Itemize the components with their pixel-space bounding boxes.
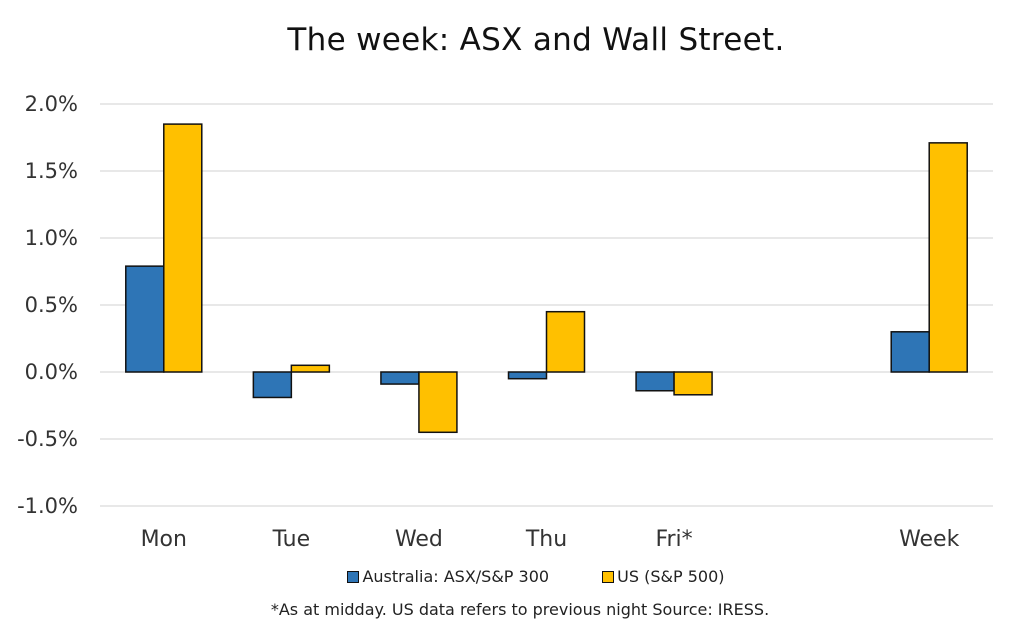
x-tick-label: Wed bbox=[395, 527, 443, 552]
chart-legend: Australia: ASX/S&P 300 US (S&P 500) bbox=[0, 567, 1024, 587]
legend-swatch-us bbox=[602, 570, 615, 583]
y-tick-label: 1.5% bbox=[25, 159, 78, 183]
bar-australia bbox=[507, 371, 548, 380]
bar-australia bbox=[252, 371, 293, 399]
bar-us bbox=[928, 142, 968, 373]
bar-australia bbox=[635, 371, 675, 392]
x-tick-label: Tue bbox=[272, 527, 311, 552]
legend-label-australia: Australia: ASX/S&P 300 bbox=[362, 567, 550, 586]
y-tick-label: 1.0% bbox=[25, 226, 78, 250]
y-tick-label: 0.5% bbox=[25, 293, 78, 317]
legend-item-us: US (S&P 500) bbox=[602, 567, 725, 586]
chart-footnote: *As at midday. US data refers to previou… bbox=[270, 600, 770, 619]
bar-us bbox=[163, 123, 203, 373]
x-tick-label: Thu bbox=[525, 527, 567, 552]
legend-swatch-australia bbox=[347, 570, 360, 583]
y-tick-label: 2.0% bbox=[25, 92, 78, 116]
bar-us bbox=[545, 310, 586, 373]
bar-us bbox=[673, 371, 713, 396]
legend-item-australia: Australia: ASX/S&P 300 bbox=[347, 567, 549, 586]
chart-title: The week: ASX and Wall Street. bbox=[287, 22, 785, 58]
legend-label-us: US (S&P 500) bbox=[617, 567, 725, 586]
bar-australia bbox=[125, 265, 165, 373]
x-tick-label: Fri* bbox=[655, 527, 692, 552]
bar-us bbox=[290, 364, 331, 373]
bar-us bbox=[418, 371, 458, 434]
bar-australia bbox=[380, 371, 420, 385]
x-tick-label: Mon bbox=[141, 527, 187, 552]
bar-australia bbox=[890, 331, 930, 373]
x-tick-label: Week bbox=[899, 527, 960, 552]
y-tick-label: -0.5% bbox=[17, 427, 78, 451]
y-tick-label: -1.0% bbox=[17, 494, 78, 518]
y-tick-label: 0.0% bbox=[25, 360, 78, 384]
